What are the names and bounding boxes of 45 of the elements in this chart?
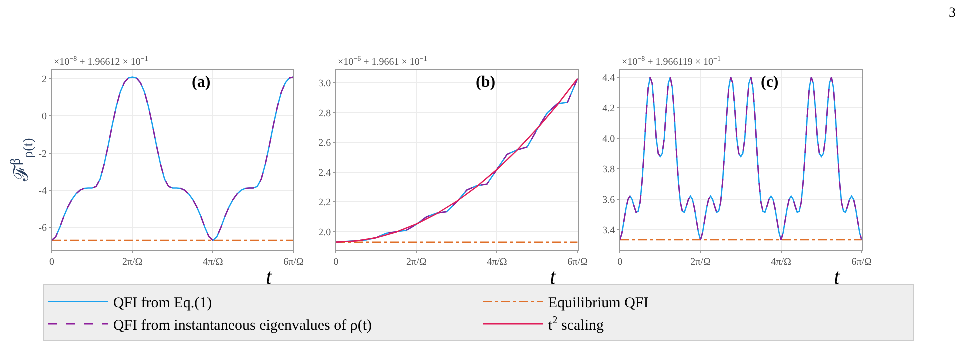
x-tick-label: 6π/Ω (284, 256, 304, 268)
y-tick-label: -2 (38, 148, 47, 160)
y-tick-label: 0 (42, 112, 47, 123)
y-tick-label: 3.0 (318, 78, 332, 90)
y-tick-label: 4.4 (602, 72, 616, 84)
text: 3 (949, 6, 956, 21)
y-tick-label: 2 (42, 74, 47, 86)
text: ×10$^{−8}$ + 1.966119 × 10$^{−1}$ (622, 55, 722, 68)
text: ×10$^{−6}$ + 1.9661 × 10$^{−1}$ (338, 55, 428, 68)
x-axis-title: t (550, 264, 557, 289)
y-tick-label: 3.6 (602, 195, 616, 206)
x-tick-label: 4π/Ω (203, 256, 224, 268)
y-tick-label: 2.8 (318, 108, 332, 120)
y-tick-label: 2.6 (318, 138, 332, 150)
y-tick-label: -4 (38, 186, 47, 197)
y-tick-label: 3.8 (602, 164, 616, 176)
annotation: (a) (192, 74, 211, 91)
y-tick-label: 3.4 (602, 226, 616, 237)
x-tick-label: 4π/Ω (487, 256, 508, 268)
x-tick-label: 2π/Ω (406, 256, 427, 268)
line-series (52, 76, 294, 242)
x-axis-title: t (266, 264, 273, 289)
y-tick-label: 2.0 (318, 227, 332, 238)
y-tick-label: 2.4 (318, 168, 332, 179)
legend-label: Equilibrium QFI (548, 296, 649, 312)
x-axis-title: t (834, 264, 841, 289)
x-tick-label: 2π/Ω (690, 256, 711, 268)
x-tick-label: 6π/Ω (568, 256, 588, 268)
line-series (620, 76, 862, 241)
y-tick-label: 4.0 (602, 134, 616, 145)
x-tick-label: 0 (50, 256, 54, 268)
y-tick-label: 2.2 (318, 198, 332, 209)
y-tick-label: -6 (38, 223, 47, 234)
x-tick-label: 6π/Ω (852, 256, 872, 268)
x-tick-label: 4π/Ω (771, 256, 792, 268)
x-tick-label: 2π/Ω (122, 256, 143, 268)
text: ×10$^{−8}$ + 1.96612 × 10$^{−1}$ (54, 55, 149, 68)
annotation: (c) (761, 74, 779, 91)
y-tick-label: 4.2 (602, 103, 616, 114)
x-tick-label: 0 (334, 256, 339, 268)
x-tick-label: 0 (618, 256, 623, 268)
annotation: (b) (476, 74, 496, 91)
legend-label: t$^{2}$ scaling (548, 316, 604, 334)
legend-label: QFI from Eq.(1) (113, 296, 212, 312)
legend-label: QFI from instantaneous eigenvalues of ρ(t) (113, 318, 372, 334)
